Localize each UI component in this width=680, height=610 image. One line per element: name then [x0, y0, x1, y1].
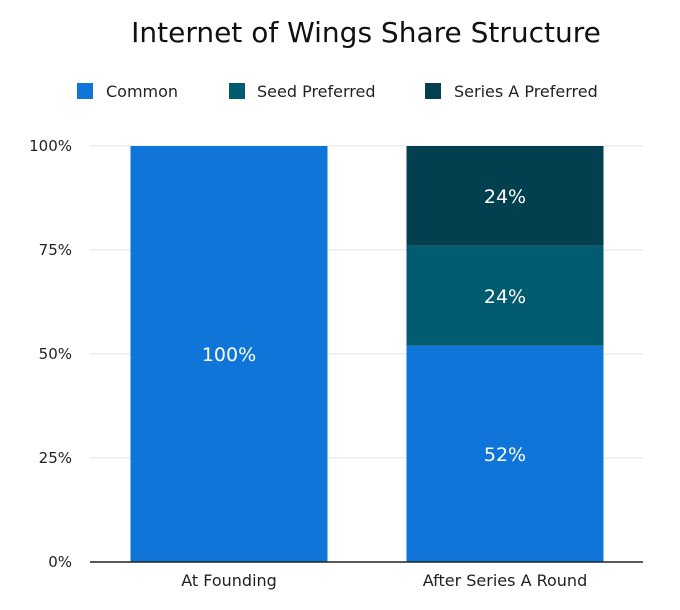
data-labels: 100% 52% 24% 24% — [202, 186, 526, 466]
x-category-label-1: After Series A Round — [423, 571, 587, 590]
bar-segment-1-1 — [406, 245, 604, 346]
y-axis: 0% 25% 50% 75% 100% — [29, 137, 72, 571]
x-axis: At Founding After Series A Round — [90, 561, 643, 590]
legend-label-0: Common — [106, 82, 178, 101]
y-tick-label-4: 100% — [29, 137, 72, 155]
data-label-1-2: 24% — [484, 186, 526, 208]
y-tick-label-2: 50% — [39, 345, 72, 363]
data-label-1-1: 24% — [484, 286, 526, 308]
legend-swatch-2 — [425, 83, 441, 99]
y-tick-label-1: 25% — [39, 449, 72, 467]
data-label-0-0: 100% — [202, 344, 256, 366]
legend-swatch-1 — [229, 83, 245, 99]
x-category-label-0: At Founding — [181, 571, 277, 590]
legend-label-2: Series A Preferred — [454, 82, 598, 101]
bar-segment-1-2 — [406, 146, 604, 246]
bar-segment-1-0 — [406, 345, 604, 562]
y-tick-label-0: 0% — [48, 553, 72, 571]
y-tick-label-3: 75% — [39, 241, 72, 259]
legend: Common Seed Preferred Series A Preferred — [77, 82, 598, 101]
chart-title: Internet of Wings Share Structure — [131, 16, 601, 49]
legend-swatch-0 — [77, 83, 93, 99]
data-label-1-0: 52% — [484, 444, 526, 466]
legend-label-1: Seed Preferred — [257, 82, 376, 101]
bar-segment-0-0 — [130, 146, 328, 562]
bars — [130, 146, 604, 562]
